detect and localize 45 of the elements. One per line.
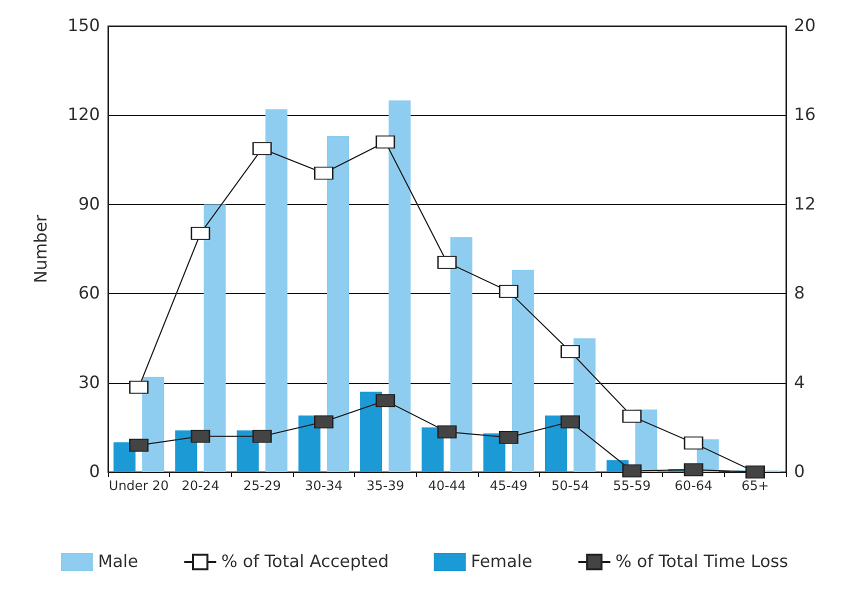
y2-tick-label: 0 (794, 462, 805, 482)
bar (327, 136, 350, 472)
y2-tick-label: 8 (794, 284, 805, 304)
bar (574, 338, 596, 472)
bar (142, 376, 164, 472)
y2-tick-label: 20 (794, 16, 816, 36)
y-tick-label: 120 (68, 105, 100, 126)
legend-label: % of Total Time Loss (615, 552, 788, 572)
x-tick-label: 60-64 (674, 479, 712, 494)
y2-tick-label: 12 (794, 194, 816, 214)
x-tick-label: 40-44 (428, 479, 466, 494)
y-axis-title: Number (32, 214, 52, 284)
y-tick-label: 60 (78, 284, 100, 304)
x-tick-label: 50-54 (551, 479, 590, 494)
x-tick-label: 20-24 (182, 479, 220, 494)
point (684, 436, 704, 450)
x-tick-label: 65+ (741, 479, 769, 494)
bar (114, 442, 136, 472)
bar (360, 392, 382, 472)
y-tick-label: 90 (78, 194, 100, 214)
x-tick-label: 45-49 (490, 479, 528, 494)
y-tick-label: 150 (68, 16, 100, 36)
legend-label: Female (470, 552, 532, 572)
x-tick-label: 25-29 (243, 479, 281, 494)
y-tick-label: 0 (89, 462, 100, 482)
legend-label: % of Total Accepted (221, 552, 389, 572)
x-tick-label: 30-34 (304, 479, 343, 494)
bar (204, 204, 226, 472)
bar (450, 237, 472, 472)
bar (388, 100, 411, 472)
bar (298, 416, 320, 472)
bar (265, 109, 288, 472)
y2-tick-label: 4 (794, 372, 805, 393)
point (560, 344, 580, 358)
point (376, 135, 395, 149)
bar (422, 427, 444, 472)
x-tick-label: 35-39 (366, 479, 404, 494)
x-tick-label: Under 20 (108, 479, 169, 494)
bar (544, 416, 567, 472)
bar (512, 270, 534, 472)
y-tick-label: 30 (78, 372, 100, 393)
legend-label: Male (98, 552, 138, 572)
point (499, 430, 518, 444)
y2-tick-label: 16 (794, 105, 816, 126)
x-tick-label: 55-59 (613, 479, 651, 494)
